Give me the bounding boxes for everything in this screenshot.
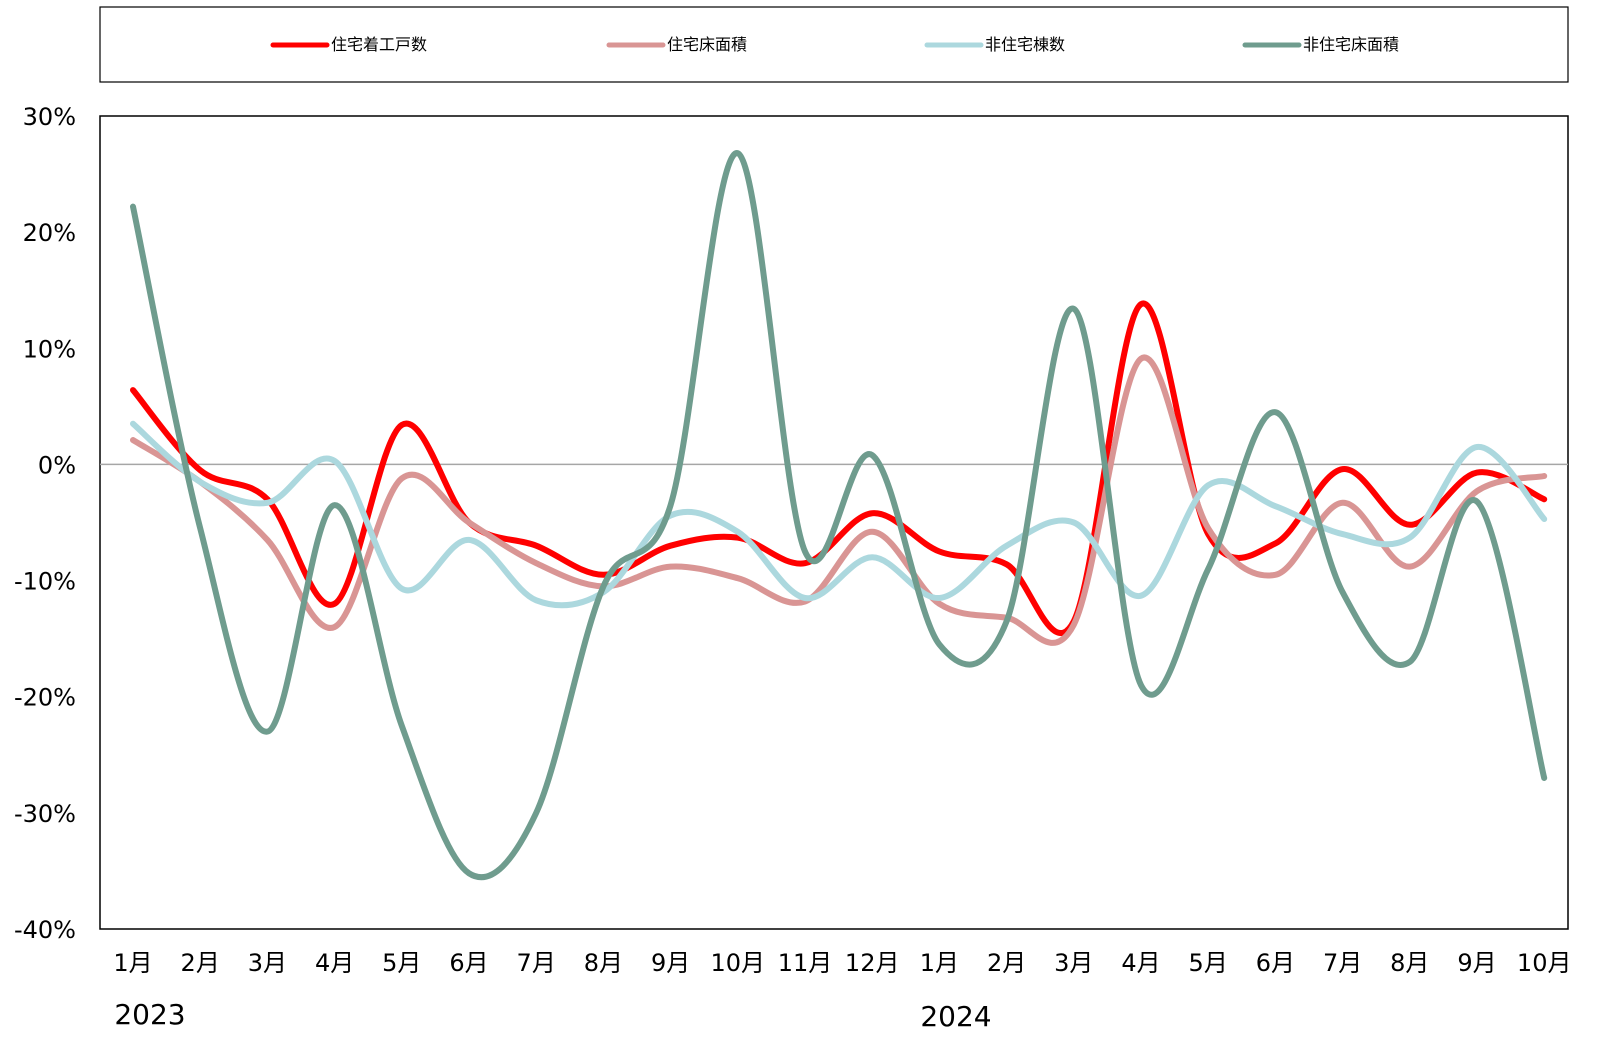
legend-label: 非住宅床面積: [1303, 35, 1399, 54]
x-tick-label: 10月: [1517, 949, 1572, 977]
x-tick-label: 6月: [449, 949, 488, 977]
x-tick-label: 3月: [1054, 949, 1093, 977]
x-tick-label: 1月: [920, 949, 959, 977]
x-tick-label: 10月: [711, 949, 766, 977]
x-tick-label: 3月: [248, 949, 287, 977]
x-tick-label: 5月: [382, 949, 421, 977]
x-tick-label: 2月: [181, 949, 220, 977]
x-tick-label: 7月: [517, 949, 556, 977]
x-tick-label: 8月: [1390, 949, 1429, 977]
x-tick-label: 9月: [1457, 949, 1496, 977]
year-label: 2023: [114, 998, 185, 1031]
series-line-3: [130, 420, 1548, 609]
x-tick-label: 11月: [778, 949, 833, 977]
legend: 住宅着工戸数 住宅床面積 非住宅棟数 非住宅床面積: [99, 6, 1569, 83]
y-tick-label: 30%: [23, 103, 76, 131]
y-tick-label: 10%: [23, 335, 76, 363]
year-label: 2024: [920, 1000, 991, 1033]
x-tick-label: 8月: [584, 949, 623, 977]
series-line-2: [130, 354, 1548, 646]
plot-area: [99, 115, 1569, 930]
y-axis: 30% 20% 10% 0% -10% -20% -30% -40%: [14, 103, 76, 944]
plot-frame: [99, 115, 1569, 930]
x-tick-label: 5月: [1189, 949, 1228, 977]
series-line-4: [130, 150, 1548, 881]
legend-label: 住宅着工戸数: [331, 35, 427, 54]
x-tick-label: 4月: [1121, 949, 1160, 977]
legend-box: [99, 6, 1569, 83]
x-tick-label: 12月: [845, 949, 900, 977]
x-tick-label: 6月: [1256, 949, 1295, 977]
x-tick-label: 2月: [987, 949, 1026, 977]
y-tick-label: -30%: [14, 800, 76, 828]
x-tick-label: 1月: [113, 949, 152, 977]
x-axis: 1月 2月 3月 4月 5月 6月 7月 8月 9月 10月 11月 12月 1月 2月 3月 4月 5月 6月 7…: [113, 949, 1571, 1033]
y-tick-label: 20%: [23, 219, 76, 247]
x-tick-label: 4月: [315, 949, 354, 977]
x-tick-label: 9月: [651, 949, 690, 977]
y-tick-label: -20%: [14, 684, 76, 712]
y-tick-label: 0%: [38, 451, 76, 479]
x-tick-label: 7月: [1323, 949, 1362, 977]
y-tick-label: -10%: [14, 568, 76, 596]
y-tick-label: -40%: [14, 916, 76, 944]
legend-label: 非住宅棟数: [985, 35, 1065, 54]
legend-label: 住宅床面積: [667, 35, 747, 54]
